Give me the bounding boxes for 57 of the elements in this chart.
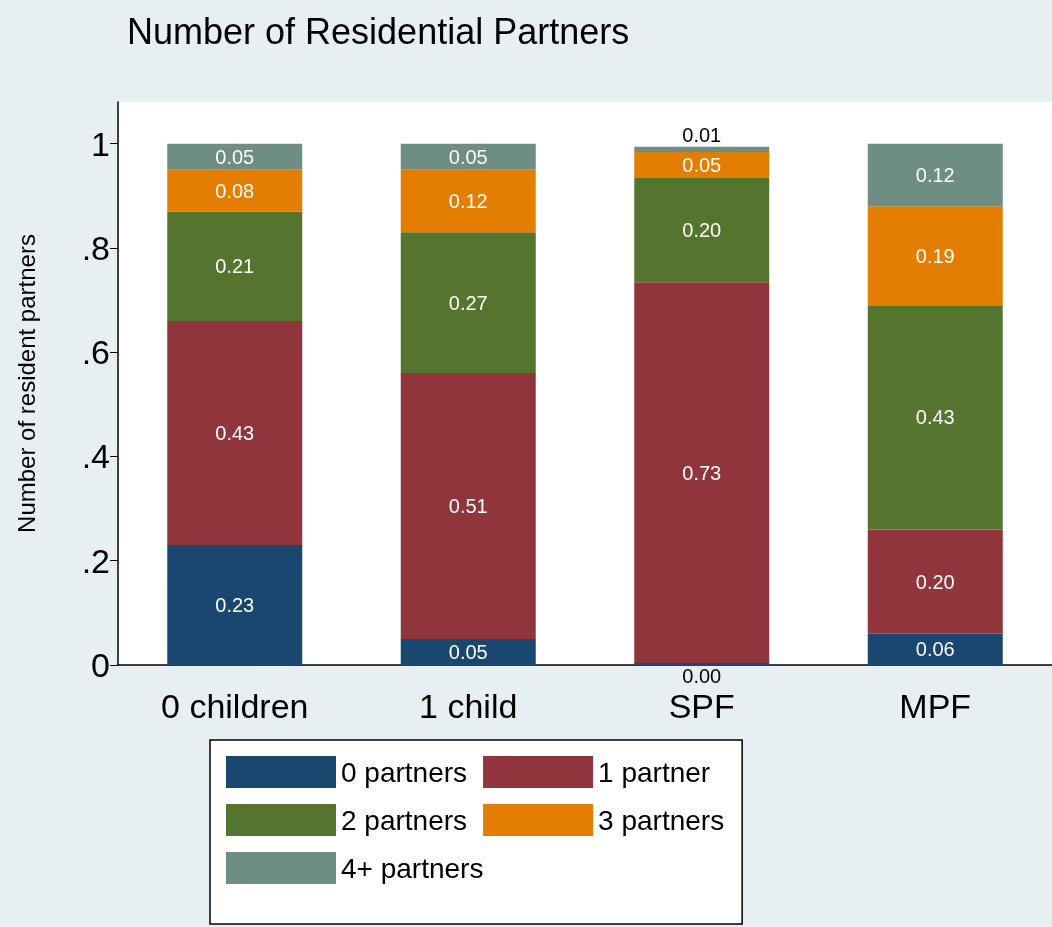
data-label: 0.05 [682,154,722,177]
y-tick-label: .8 [81,228,110,267]
bar [867,206,1003,306]
bar [400,373,536,639]
bar [634,282,770,663]
data-label: 0.05 [448,640,488,663]
data-label: 0.19 [915,244,955,267]
data-label: 0.05 [215,145,255,168]
data-label: 0.20 [682,219,722,242]
bar [167,169,303,212]
data-label: 0.06 [915,638,955,661]
x-tick-label: 1 child [419,687,518,725]
data-label: 0.08 [215,179,255,202]
bar [167,211,303,321]
bar [400,638,536,665]
y-tick-label: .6 [81,333,110,372]
data-label: 0.51 [448,495,488,517]
y-tick-label: .2 [81,541,110,580]
y-axis-title: Number of resident partners [12,234,40,533]
chart-title: Number of Residential Partners [127,10,630,52]
bar [400,232,536,374]
legend-label: 3 partners [598,804,725,836]
legend-label: 4+ partners [341,852,484,884]
bar [167,545,303,665]
data-label: 0.01 [682,123,722,146]
data-label: 0.27 [448,291,488,314]
x-tick-label: SPF [668,687,735,725]
bar [634,178,770,283]
bar [634,152,770,179]
data-label: 0.23 [215,594,255,617]
bar [400,169,536,233]
data-label: 0.21 [215,255,255,278]
x-tick-label: 0 children [161,687,309,725]
data-label: 0.00 [682,665,722,687]
data-label: 0.73 [682,461,722,484]
data-label: 0.43 [215,422,255,445]
bar [867,633,1003,665]
y-tick-label: .4 [81,437,110,476]
bar [867,529,1003,634]
y-tick-label: 0 [91,646,110,684]
legend-label: 0 partners [341,756,468,788]
bar [167,143,303,170]
bar [867,305,1003,530]
data-label: 0.20 [915,570,955,593]
legend-label: 1 partner [598,756,711,788]
data-label: 0.43 [915,406,955,429]
bar [867,143,1003,207]
data-label: 0.12 [448,190,488,213]
legend-label: 2 partners [341,804,468,836]
x-tick-label: MPF [899,687,972,725]
bar [400,143,536,170]
bar [634,662,770,665]
bar [634,146,770,153]
data-label: 0.12 [915,163,955,186]
y-tick-label: 1 [91,124,110,163]
data-label: 0.05 [448,145,488,168]
bar [167,320,303,546]
